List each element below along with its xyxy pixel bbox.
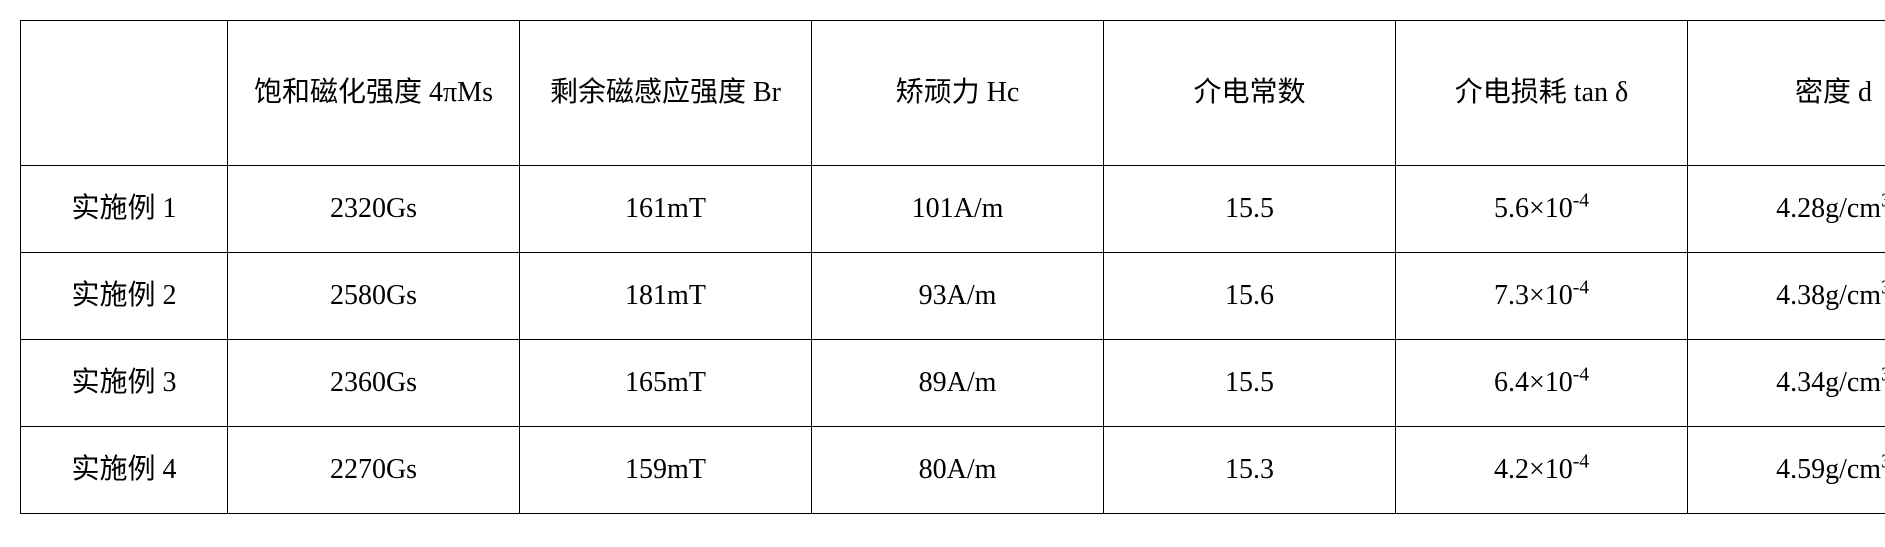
cell-hc: 80A/m — [812, 427, 1104, 514]
cell-ms: 2320Gs — [228, 166, 520, 253]
cell-density: 4.59g/cm3 — [1688, 427, 1885, 514]
cell-br: 161mT — [520, 166, 812, 253]
cell-tand: 7.3×10-4 — [1396, 253, 1688, 340]
table-row: 实施例 32360Gs165mT89A/m15.56.4×10-44.34g/c… — [21, 340, 1885, 427]
cell-hc: 93A/m — [812, 253, 1104, 340]
cell-tand: 6.4×10-4 — [1396, 340, 1688, 427]
cell-density: 4.34g/cm3 — [1688, 340, 1885, 427]
table-row: 实施例 22580Gs181mT93A/m15.67.3×10-44.38g/c… — [21, 253, 1885, 340]
col-header-tand: 介电损耗 tan δ — [1396, 21, 1688, 166]
cell-label: 实施例 4 — [21, 427, 228, 514]
header-row: 饱和磁化强度 4πMs 剩余磁感应强度 Br 矫顽力 Hc 介电常数 介电损耗 … — [21, 21, 1885, 166]
cell-density: 4.28g/cm3 — [1688, 166, 1885, 253]
col-header-hc: 矫顽力 Hc — [812, 21, 1104, 166]
col-header-br: 剩余磁感应强度 Br — [520, 21, 812, 166]
col-header-label — [21, 21, 228, 166]
properties-table: 饱和磁化强度 4πMs 剩余磁感应强度 Br 矫顽力 Hc 介电常数 介电损耗 … — [20, 20, 1885, 514]
cell-label: 实施例 1 — [21, 166, 228, 253]
col-header-density: 密度 d — [1688, 21, 1885, 166]
cell-tand: 4.2×10-4 — [1396, 427, 1688, 514]
cell-hc: 89A/m — [812, 340, 1104, 427]
cell-eps: 15.3 — [1104, 427, 1396, 514]
cell-eps: 15.5 — [1104, 340, 1396, 427]
cell-ms: 2360Gs — [228, 340, 520, 427]
cell-ms: 2580Gs — [228, 253, 520, 340]
cell-br: 181mT — [520, 253, 812, 340]
table-body: 实施例 12320Gs161mT101A/m15.55.6×10-44.28g/… — [21, 166, 1885, 514]
table-row: 实施例 12320Gs161mT101A/m15.55.6×10-44.28g/… — [21, 166, 1885, 253]
cell-density: 4.38g/cm3 — [1688, 253, 1885, 340]
cell-ms: 2270Gs — [228, 427, 520, 514]
col-header-ms: 饱和磁化强度 4πMs — [228, 21, 520, 166]
cell-hc: 101A/m — [812, 166, 1104, 253]
cell-eps: 15.6 — [1104, 253, 1396, 340]
cell-label: 实施例 3 — [21, 340, 228, 427]
cell-eps: 15.5 — [1104, 166, 1396, 253]
col-header-eps: 介电常数 — [1104, 21, 1396, 166]
cell-label: 实施例 2 — [21, 253, 228, 340]
cell-tand: 5.6×10-4 — [1396, 166, 1688, 253]
table-row: 实施例 42270Gs159mT80A/m15.34.2×10-44.59g/c… — [21, 427, 1885, 514]
cell-br: 159mT — [520, 427, 812, 514]
cell-br: 165mT — [520, 340, 812, 427]
